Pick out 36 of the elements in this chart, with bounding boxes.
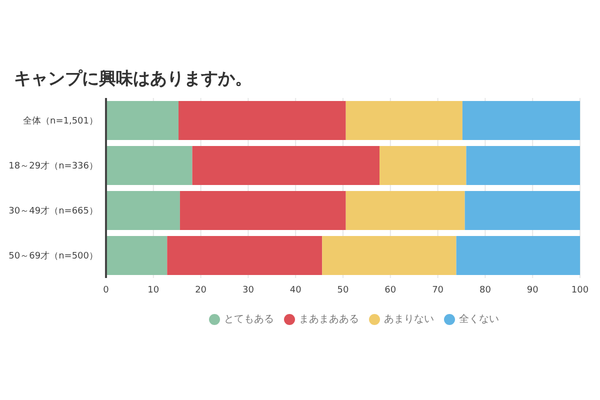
- x-tick-label: 80: [479, 285, 492, 296]
- x-tick-label: 0: [103, 285, 110, 296]
- y-tick-label: 18～29才（n=336）: [8, 160, 98, 172]
- y-tick-label: 30～49才（n=665）: [8, 206, 98, 217]
- legend-label: とてもある: [224, 313, 274, 326]
- x-tick-label: 70: [432, 285, 444, 296]
- x-tick-label: 100: [571, 285, 589, 296]
- bar: [106, 191, 180, 230]
- bar: [322, 236, 456, 275]
- x-tick-label: 10: [148, 285, 160, 296]
- bar: [456, 236, 580, 275]
- x-tick-label: 40: [290, 285, 302, 296]
- bar: [106, 236, 168, 275]
- bar: [346, 191, 465, 230]
- bar: [180, 191, 346, 230]
- chart-title: キャンプに興味はありますか。: [13, 68, 253, 91]
- x-tick-label: 30: [242, 285, 254, 296]
- x-tick-label: 20: [195, 285, 207, 296]
- legend-label: あまりない: [384, 313, 434, 326]
- y-tick-label: 50～69才（n=500）: [8, 250, 98, 262]
- bar: [192, 146, 380, 185]
- bar: [167, 236, 322, 275]
- bar: [106, 101, 179, 140]
- bar: [466, 146, 580, 185]
- x-tick-label: 60: [384, 285, 396, 296]
- legend-label: 全くない: [459, 313, 499, 326]
- x-tick-label: 90: [526, 285, 539, 296]
- y-tick-label: 全体（n=1,501）: [22, 116, 98, 127]
- bar: [464, 191, 580, 230]
- bar: [380, 146, 466, 185]
- bar: [346, 101, 462, 140]
- bar: [106, 146, 192, 185]
- bar: [462, 101, 580, 140]
- x-tick-label: 50: [337, 285, 349, 296]
- legend-label: まあまあある: [299, 313, 359, 326]
- bar: [178, 101, 346, 140]
